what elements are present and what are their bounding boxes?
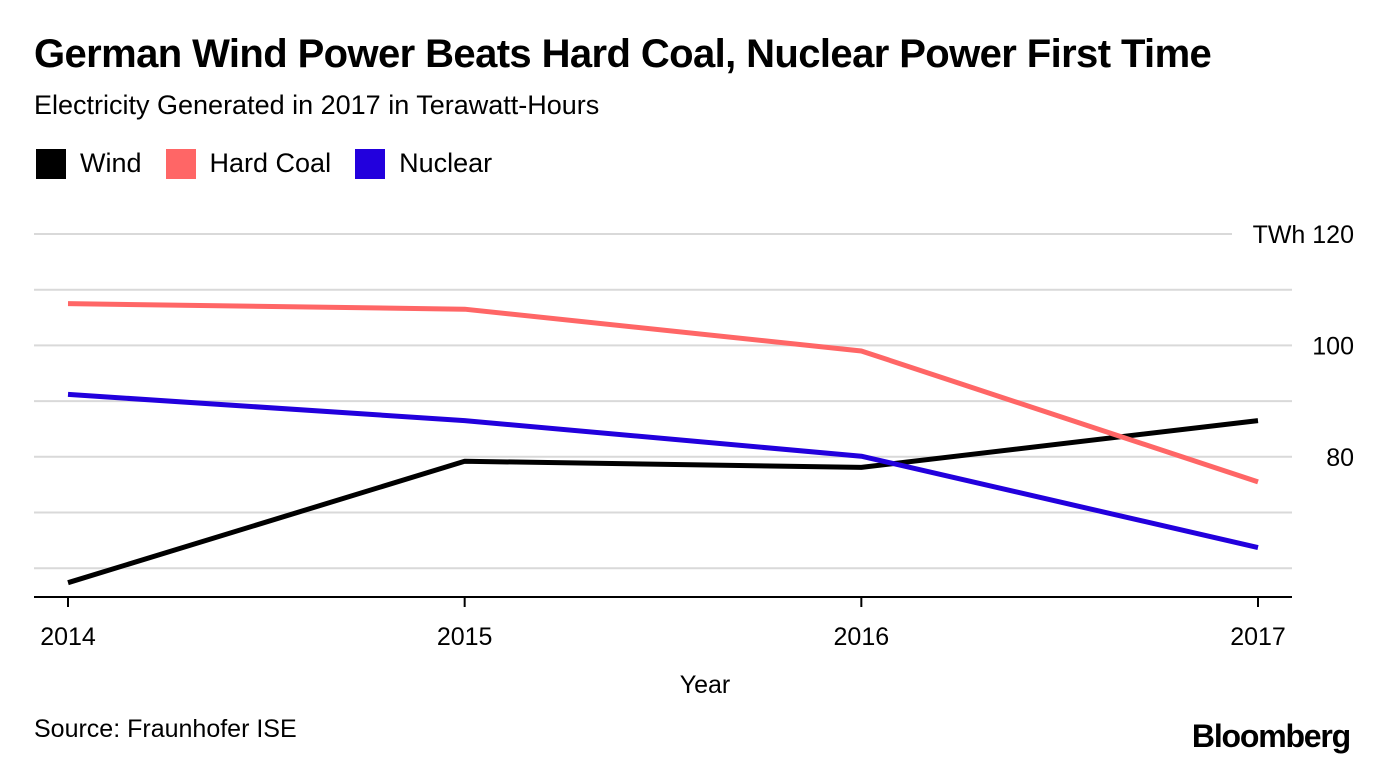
y-tick-label-120: TWh 120 bbox=[1253, 221, 1354, 249]
legend-swatch-nuclear bbox=[355, 148, 386, 179]
legend-label-hard-coal: Hard Coal bbox=[209, 148, 332, 178]
legend-swatch-hard-coal bbox=[165, 148, 196, 179]
x-tick-label-2015: 2015 bbox=[437, 623, 493, 651]
x-tick-label-2017: 2017 bbox=[1230, 623, 1286, 651]
series-line-nuclear bbox=[67, 391, 1259, 551]
y-tick-label-80: 80 bbox=[1326, 444, 1354, 472]
x-axis-title: Year bbox=[680, 671, 731, 699]
legend-label-nuclear: Nuclear bbox=[399, 148, 493, 178]
legend-item-wind: Wind bbox=[36, 148, 142, 179]
x-tick-label-2014: 2014 bbox=[40, 623, 96, 651]
bloomberg-logo: Bloomberg bbox=[1191, 718, 1351, 754]
x-tick-label-2016: 2016 bbox=[834, 623, 890, 651]
y-tick-label-100: 100 bbox=[1312, 332, 1354, 360]
legend-swatch-wind bbox=[36, 148, 66, 179]
series-line-wind bbox=[67, 418, 1259, 586]
legend: Wind Hard Coal Nuclear bbox=[36, 148, 516, 179]
chart-subtitle: Electricity Generated in 2017 in Terawat… bbox=[34, 90, 600, 120]
legend-item-nuclear: Nuclear bbox=[355, 148, 492, 179]
series-line-hard-coal bbox=[67, 301, 1259, 485]
source-note: Source: Fraunhofer ISE bbox=[34, 715, 297, 743]
legend-label-wind: Wind bbox=[80, 148, 142, 178]
legend-item-hard-coal: Hard Coal bbox=[165, 148, 332, 179]
chart-title: German Wind Power Beats Hard Coal, Nucle… bbox=[34, 32, 1212, 76]
